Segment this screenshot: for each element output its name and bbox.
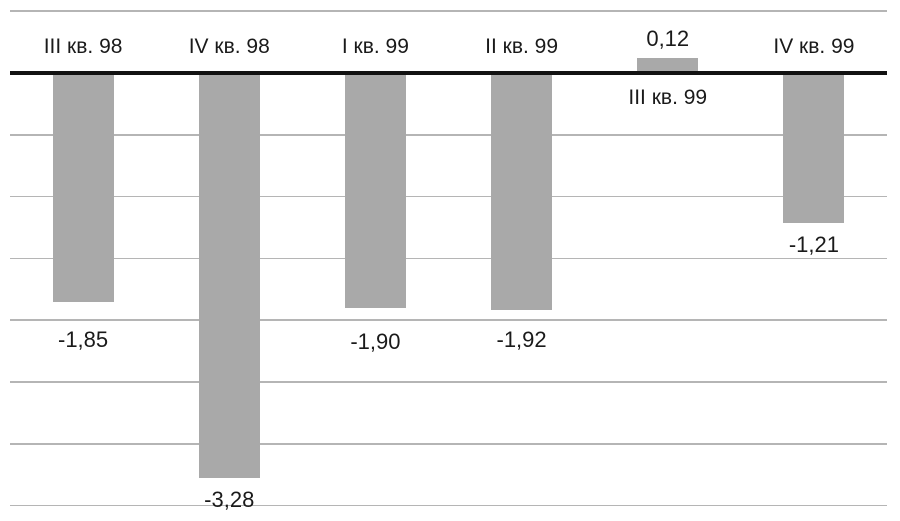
value-label: -1,85 (58, 326, 109, 352)
gridline (10, 381, 887, 383)
value-label: -1,90 (350, 328, 401, 354)
category-label: I кв. 99 (341, 34, 409, 58)
gridline (10, 134, 887, 136)
gridline (10, 257, 887, 260)
value-label: -3,28 (204, 487, 255, 513)
category-label: III кв. 99 (628, 86, 708, 110)
bar (198, 73, 260, 479)
gridline (10, 319, 887, 321)
bar (637, 58, 699, 73)
bar (52, 73, 114, 302)
x-axis-line (10, 70, 887, 76)
category-label: IV кв. 99 (773, 34, 855, 58)
value-label: -1,21 (788, 231, 839, 257)
bar (491, 73, 553, 311)
category-label: IV кв. 98 (188, 34, 270, 58)
gridline (10, 195, 887, 198)
gridline (10, 443, 887, 445)
bar (344, 73, 406, 308)
value-label: 0,12 (646, 26, 690, 52)
category-label: III кв. 98 (43, 34, 123, 58)
value-label: -1,92 (496, 327, 547, 353)
category-label: II кв. 99 (485, 34, 559, 58)
gridline (10, 504, 887, 507)
bar (783, 73, 845, 223)
gridline (10, 10, 887, 12)
